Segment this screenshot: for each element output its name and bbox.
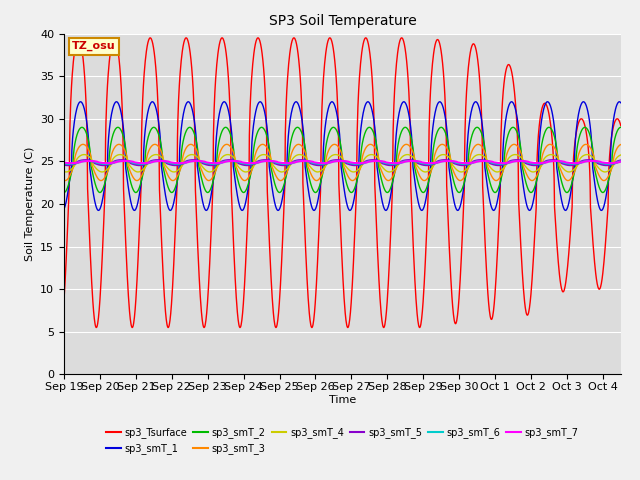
sp3_smT_2 [543,126,551,132]
sp3_smT_4 [160,158,168,164]
Line: sp3_Tsurface: sp3_Tsurface [64,38,621,327]
sp3_smT_3 [481,151,489,156]
sp3_smT_4 [271,165,279,171]
sp3_smT_7 [60,160,68,166]
sp3_smT_1 [161,185,168,191]
sp3_smT_7 [482,158,490,164]
sp3_smT_6 [60,160,68,166]
sp3_smT_7 [157,158,165,164]
sp3_Tsurface [617,123,625,129]
sp3_smT_4 [617,152,625,158]
sp3_smT_4 [60,168,68,174]
sp3_smT_6 [299,158,307,164]
Line: sp3_smT_3: sp3_smT_3 [64,144,621,180]
sp3_Tsurface [482,259,490,264]
sp3_smT_7 [161,158,168,164]
sp3_smT_5 [60,162,68,168]
sp3_smT_3 [171,177,179,183]
Line: sp3_smT_1: sp3_smT_1 [64,102,621,210]
sp3_smT_5 [160,158,168,164]
sp3_smT_2 [481,148,489,154]
sp3_smT_6 [160,158,168,164]
sp3_smT_5 [387,162,395,168]
Line: sp3_smT_7: sp3_smT_7 [64,161,621,163]
Line: sp3_smT_6: sp3_smT_6 [64,161,621,164]
sp3_smT_5 [482,158,490,164]
sp3_smT_5 [405,157,413,163]
sp3_smT_4 [482,155,490,161]
sp3_smT_5 [544,158,552,164]
sp3_smT_7 [221,159,229,165]
Line: sp3_smT_2: sp3_smT_2 [64,127,621,192]
sp3_smT_1 [482,173,490,179]
sp3_smT_4 [476,152,483,157]
sp3_Tsurface [171,246,179,252]
sp3_smT_3 [60,178,68,183]
sp3_smT_4 [493,169,501,175]
Legend: sp3_Tsurface, sp3_smT_1, sp3_smT_2, sp3_smT_3, sp3_smT_4, sp3_smT_5, sp3_smT_6, : sp3_Tsurface, sp3_smT_1, sp3_smT_2, sp3_… [102,423,582,458]
sp3_smT_3 [271,171,279,177]
Line: sp3_smT_4: sp3_smT_4 [64,155,621,172]
sp3_smT_1 [166,207,174,213]
sp3_Tsurface [160,288,168,293]
sp3_smT_1 [172,192,179,198]
sp3_smT_1 [60,206,68,212]
sp3_smT_7 [171,160,179,166]
sp3_smT_6 [544,159,552,165]
sp3_smT_6 [281,161,289,167]
sp3_smT_2 [221,125,228,131]
sp3_Tsurface [290,35,298,41]
sp3_smT_5 [171,162,179,168]
sp3_smT_2 [271,182,279,188]
sp3_smT_5 [617,157,625,163]
sp3_smT_1 [617,100,625,106]
sp3_Tsurface [271,324,279,329]
sp3_smT_3 [160,163,168,169]
Text: TZ_osu: TZ_osu [72,41,116,51]
sp3_smT_5 [221,158,228,164]
sp3_smT_2 [160,168,168,174]
sp3_smT_2 [171,187,179,192]
sp3_smT_1 [221,99,229,105]
sp3_smT_3 [546,142,554,147]
sp3_smT_7 [175,160,183,166]
sp3_Tsurface [221,41,228,47]
sp3_smT_7 [544,159,552,165]
sp3_smT_3 [564,178,572,183]
sp3_smT_1 [272,204,280,210]
Y-axis label: Soil Temperature (C): Soil Temperature (C) [24,147,35,261]
sp3_smT_3 [221,142,228,148]
sp3_smT_6 [171,161,179,167]
sp3_Tsurface [544,106,552,112]
sp3_smT_2 [617,124,625,130]
sp3_smT_3 [617,142,625,147]
sp3_smT_4 [544,153,552,158]
sp3_Tsurface [60,297,68,303]
X-axis label: Time: Time [329,395,356,405]
sp3_smT_1 [148,99,156,105]
sp3_smT_3 [543,143,551,149]
sp3_smT_4 [171,169,179,175]
sp3_Tsurface [272,324,280,330]
sp3_smT_6 [271,159,279,165]
sp3_smT_2 [60,190,68,195]
sp3_smT_7 [272,159,280,165]
Line: sp3_smT_5: sp3_smT_5 [64,160,621,165]
sp3_smT_6 [617,158,625,164]
Title: SP3 Soil Temperature: SP3 Soil Temperature [269,14,416,28]
sp3_smT_7 [617,159,625,165]
sp3_smT_5 [271,161,279,167]
sp3_smT_1 [544,99,552,105]
sp3_smT_6 [221,159,228,165]
sp3_smT_4 [221,153,228,158]
sp3_smT_6 [482,158,490,164]
